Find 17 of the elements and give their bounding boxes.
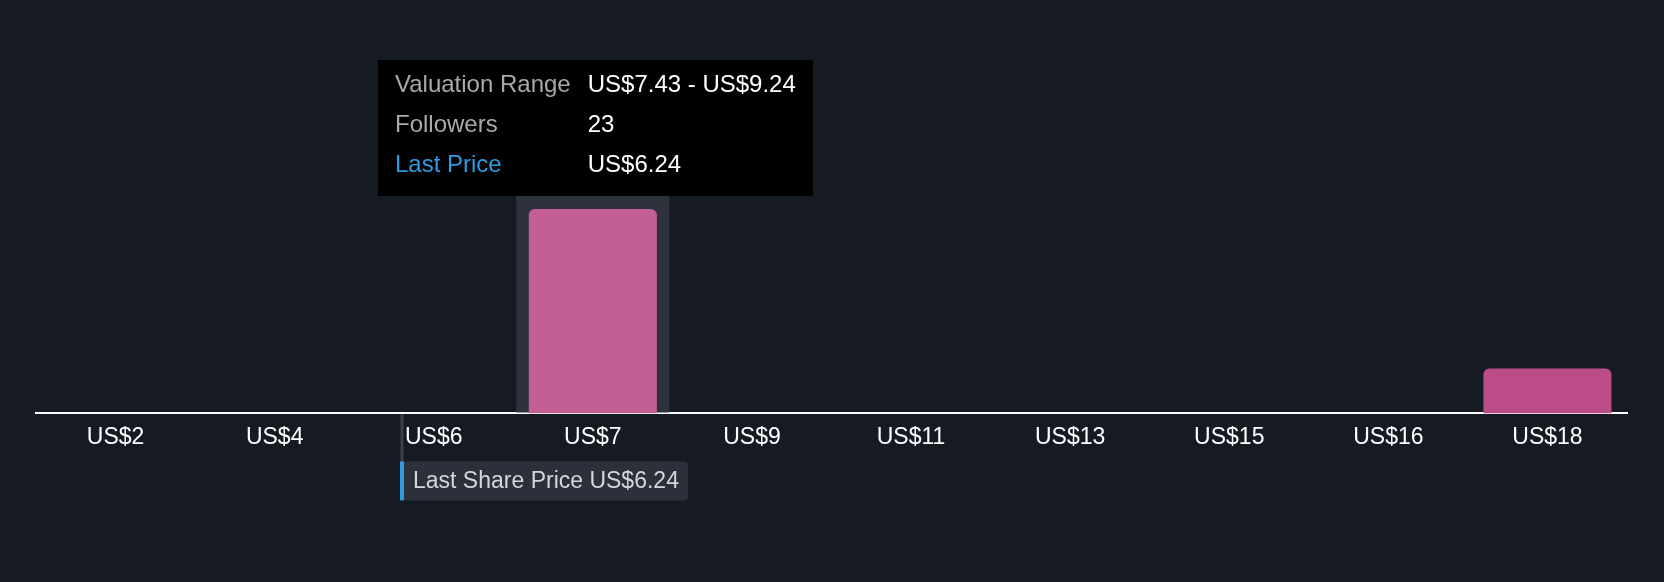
text: Valuation Range <box>395 70 571 97</box>
x-tick-label: US$7 <box>564 422 622 449</box>
x-tick-label: US$15 <box>1194 422 1265 449</box>
text: Last Share Price US$6.24 <box>413 467 680 494</box>
text: US$6.24 <box>587 150 682 177</box>
text: US$7.43 - US$9.24 <box>587 70 796 97</box>
x-tick-label: US$16 <box>1353 422 1424 449</box>
x-tick-label: US$11 <box>876 422 946 449</box>
text: Last Price <box>395 150 502 177</box>
x-tick-label: US$6 <box>404 422 463 449</box>
text: 23 <box>587 110 615 137</box>
x-tick-label: US$4 <box>245 422 304 449</box>
x-tick-label: US$9 <box>723 422 781 449</box>
x-tick-label: US$2 <box>86 422 145 449</box>
text: Followers <box>395 110 498 137</box>
x-tick-label: US$13 <box>1034 422 1106 449</box>
x-tick-label: US$18 <box>1512 422 1583 449</box>
